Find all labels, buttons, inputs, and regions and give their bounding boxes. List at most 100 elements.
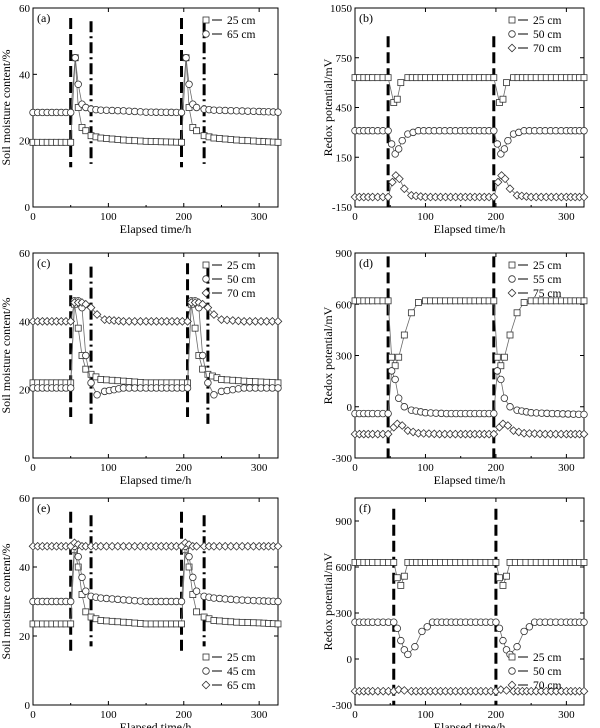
- data-point: [216, 135, 223, 142]
- data-point: [223, 376, 231, 384]
- data-point: [383, 192, 393, 202]
- data-point: [525, 623, 534, 631]
- data-point: [131, 619, 139, 627]
- panel-label: (c): [37, 256, 50, 270]
- data-point: [493, 353, 501, 361]
- data-point: [228, 316, 238, 325]
- data-point: [74, 80, 82, 88]
- data-point: [82, 351, 90, 360]
- data-point: [177, 597, 186, 606]
- data-point: [191, 324, 199, 332]
- data-point: [108, 135, 116, 143]
- x-tick-label: 0: [352, 709, 358, 721]
- data-point: [227, 136, 235, 143]
- x-tick-label: 300: [558, 709, 575, 721]
- data-point: [71, 54, 79, 62]
- y-tick-label: -150: [332, 202, 353, 214]
- data-point: [131, 378, 139, 386]
- y-tick-label: 600: [336, 562, 353, 574]
- y-tick-label: -300: [332, 453, 353, 465]
- x-tick-label: 300: [251, 709, 268, 721]
- series-70-cm: [350, 171, 589, 202]
- y-tick-label: 0: [25, 700, 31, 712]
- data-point: [580, 410, 588, 419]
- data-point: [82, 587, 90, 595]
- legend-label: 25 cm: [533, 15, 561, 27]
- data-point: [403, 426, 413, 436]
- data-point: [493, 367, 502, 375]
- data-point: [503, 572, 510, 580]
- y-tick-label: 900: [336, 516, 353, 528]
- data-point: [108, 376, 116, 384]
- data-point: [387, 177, 397, 187]
- x-tick-label: 200: [488, 709, 505, 721]
- data-point: [97, 617, 105, 624]
- data-point: [120, 377, 127, 385]
- y-tick-label: 60: [19, 248, 31, 260]
- data-point: [137, 137, 144, 145]
- y-tick-label: 60: [19, 493, 31, 505]
- legend-label: 25 cm: [533, 260, 561, 272]
- data-point: [513, 309, 521, 317]
- data-point: [238, 618, 246, 626]
- data-point: [114, 377, 122, 385]
- data-point: [500, 145, 509, 153]
- data-point: [193, 127, 200, 135]
- data-point: [102, 541, 111, 551]
- data-point: [580, 618, 588, 626]
- data-point: [87, 379, 95, 387]
- data-point: [390, 618, 398, 626]
- x-tick-label: 0: [30, 462, 36, 474]
- panel-b: 0 100 200 300 -150 150 450 750 1050 Elapsed time/…: [321, 3, 589, 236]
- data-point: [490, 127, 498, 135]
- data-point: [209, 310, 219, 319]
- legend-label: 70 cm: [227, 288, 255, 300]
- data-point: [505, 184, 515, 194]
- x-tick-label: 0: [30, 709, 36, 721]
- data-point: [492, 559, 500, 566]
- data-point: [388, 353, 396, 361]
- legend-label: 70 cm: [533, 43, 561, 55]
- y-tick-label: 60: [19, 3, 31, 15]
- data-point: [198, 351, 207, 360]
- series-25-cm: [351, 297, 588, 370]
- data-point: [204, 379, 212, 387]
- data-point: [399, 184, 409, 194]
- y-tick-label: 20: [19, 136, 31, 148]
- data-point: [490, 409, 498, 418]
- data-point: [520, 627, 528, 636]
- data-point: [177, 108, 186, 117]
- data-point: [125, 378, 133, 385]
- legend-label: 50 cm: [533, 29, 561, 41]
- series-45-cm: [29, 542, 282, 606]
- series-70-cm: [350, 685, 589, 696]
- data-point: [82, 127, 90, 135]
- y-tick-label: 0: [347, 402, 353, 414]
- x-tick-label: 300: [251, 211, 268, 223]
- data-point: [384, 74, 392, 82]
- panel-a-frame: [32, 7, 279, 208]
- legend-label: 25 cm: [227, 15, 255, 27]
- data-point: [250, 137, 257, 145]
- data-point: [408, 427, 418, 437]
- legend-marker: [202, 653, 210, 661]
- x-tick-label: 300: [558, 211, 575, 223]
- legend-label: 50 cm: [533, 666, 561, 678]
- data-point: [66, 384, 75, 392]
- data-point: [183, 384, 192, 392]
- data-point: [497, 150, 505, 158]
- data-point: [119, 541, 128, 551]
- data-point: [93, 391, 101, 399]
- y-tick-label: 900: [336, 248, 353, 260]
- data-point: [393, 574, 401, 582]
- legend-marker: [508, 30, 516, 38]
- data-point: [210, 391, 218, 399]
- data-point: [404, 650, 412, 659]
- legend-marker: [508, 275, 516, 283]
- data-point: [395, 353, 403, 361]
- data-point: [189, 573, 197, 582]
- x-tick-label: 200: [176, 211, 193, 223]
- legend-marker: [202, 30, 210, 38]
